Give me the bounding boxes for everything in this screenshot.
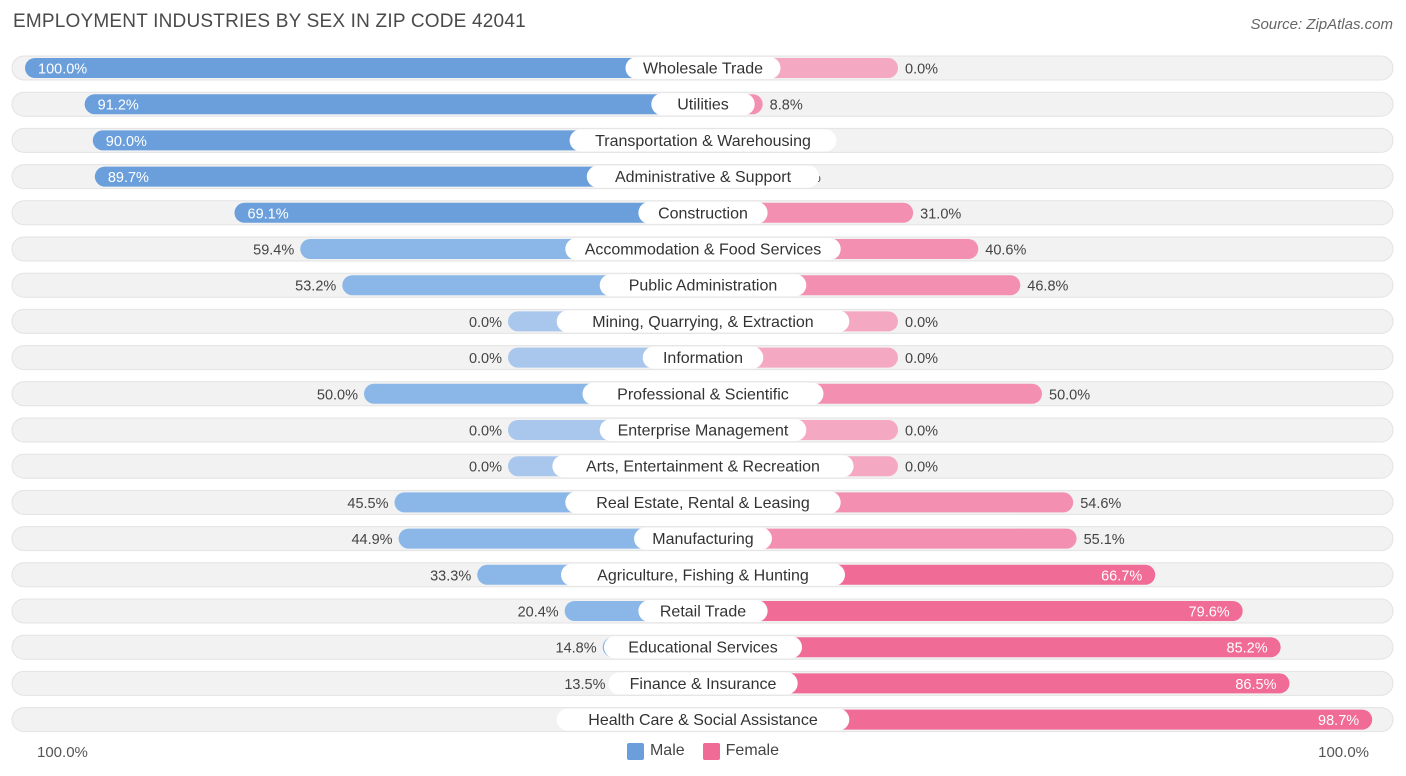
label-female-value: 0.0% [905,315,938,331]
label-male-value: 0.0% [469,351,502,367]
category-label: Agriculture, Fishing & Hunting [597,567,809,584]
label-male-value: 53.2% [295,279,336,295]
label-female-value: 79.6% [1189,605,1230,621]
legend-item-female[interactable]: Female [702,742,780,760]
category-label: Enterprise Management [618,423,789,440]
bar-male [398,528,703,549]
category-label: Finance & Insurance [630,676,777,693]
category-label: Administrative & Support [615,169,792,186]
bar-female [703,601,1243,621]
chart-plot: 100.0% 0.0% Wholesale Trade 91.2% 8.8% Utilit… [11,55,1394,733]
category-label-bg [561,563,845,586]
category-label-bg [565,491,841,514]
chart-title: EMPLOYMENT INDUSTRIES BY SEX IN ZIP CODE… [13,11,526,32]
label-female-value: 31.0% [920,206,961,222]
label-male-value: 59.4% [253,243,294,259]
legend-swatch-female [702,742,720,760]
label-female-value: 50.0% [1049,387,1090,403]
category-label: Wholesale Trade [643,61,763,78]
legend-item-male[interactable]: Male [626,742,685,760]
bar-female [703,709,1373,730]
label-male-value: 91.2% [98,98,139,114]
category-label: Retail Trade [660,604,746,621]
label-male-value: 50.0% [317,387,358,403]
category-label-bg [569,129,837,152]
label-male-value: 13.5% [564,677,605,693]
category-label: Transportation & Warehousing [595,133,811,150]
bar-female [703,637,1281,658]
source-note: Source: ZipAtlas.com [1250,16,1393,33]
category-label: Manufacturing [652,531,753,548]
category-label-bg [556,708,850,731]
label-female-value: 98.7% [1318,713,1359,729]
category-label: Information [663,350,743,367]
category-label-bg [604,636,802,659]
label-male-value: 0.0% [469,424,502,440]
category-label-bg [586,165,820,188]
label-female-value: 54.6% [1080,496,1121,512]
label-female-value: 85.2% [1227,641,1268,657]
category-label-bg [608,672,798,695]
bar-male [84,94,703,115]
category-label: Arts, Entertainment & Recreation [586,459,820,476]
label-male-value: 69.1% [248,206,289,222]
category-label: Health Care & Social Assistance [588,712,818,729]
bar-male [25,58,703,78]
category-label: Utilities [677,97,729,114]
label-male-value: 100.0% [38,62,87,78]
category-label-bg [638,201,768,224]
category-label-bg [582,382,824,405]
category-label: Educational Services [628,640,777,657]
category-label-bg [642,346,764,369]
label-male-value: 0.0% [469,315,502,331]
label-female-value: 8.8% [770,98,803,114]
label-female-value: 40.6% [985,243,1026,259]
category-label-bg [625,57,781,79]
label-male-value: 45.5% [347,496,388,512]
bar-male [94,166,704,187]
axis-left-label: 100.0% [37,744,88,761]
label-female-value: 0.0% [905,460,938,476]
category-label: Professional & Scientific [617,386,789,403]
bar-female [703,673,1290,694]
label-female-value: 66.7% [1101,568,1142,584]
label-male-value: 0.0% [469,460,502,476]
category-label-bg [552,455,854,478]
legend-swatch-male [626,742,644,760]
category-label-bg [565,238,841,260]
category-label-bg [651,93,755,116]
category-label-bg [556,310,850,333]
bar-female [703,528,1077,549]
category-label: Mining, Quarrying, & Extraction [592,314,813,331]
axis-right-label: 100.0% [1318,744,1369,761]
legend: Male Female [0,742,1406,760]
label-female-value: 0.0% [905,424,938,440]
category-label-bg [599,274,807,297]
label-female-value: 86.5% [1235,677,1276,693]
category-label-bg [599,419,807,441]
label-female-value: 0.0% [905,351,938,367]
label-female-value: 55.1% [1084,532,1125,548]
category-label: Accommodation & Food Services [585,242,822,259]
label-female-value: 0.0% [905,62,938,78]
category-label: Construction [658,205,748,222]
category-label-bg [634,527,772,550]
label-female-value: 46.8% [1027,279,1068,295]
category-label: Public Administration [629,278,778,295]
label-male-value: 14.8% [556,641,597,657]
legend-label-female: Female [725,742,780,759]
bar-male [234,202,703,223]
label-male-value: 20.4% [518,605,559,621]
legend-label-male: Male [649,742,685,759]
label-male-value: 90.0% [106,134,147,150]
label-male-value: 44.9% [351,532,392,548]
label-male-value: 89.7% [108,170,149,186]
category-label-bg [638,600,768,622]
category-label: Real Estate, Rental & Leasing [596,495,809,512]
label-male-value: 33.3% [430,568,471,584]
bar-male [92,130,704,151]
